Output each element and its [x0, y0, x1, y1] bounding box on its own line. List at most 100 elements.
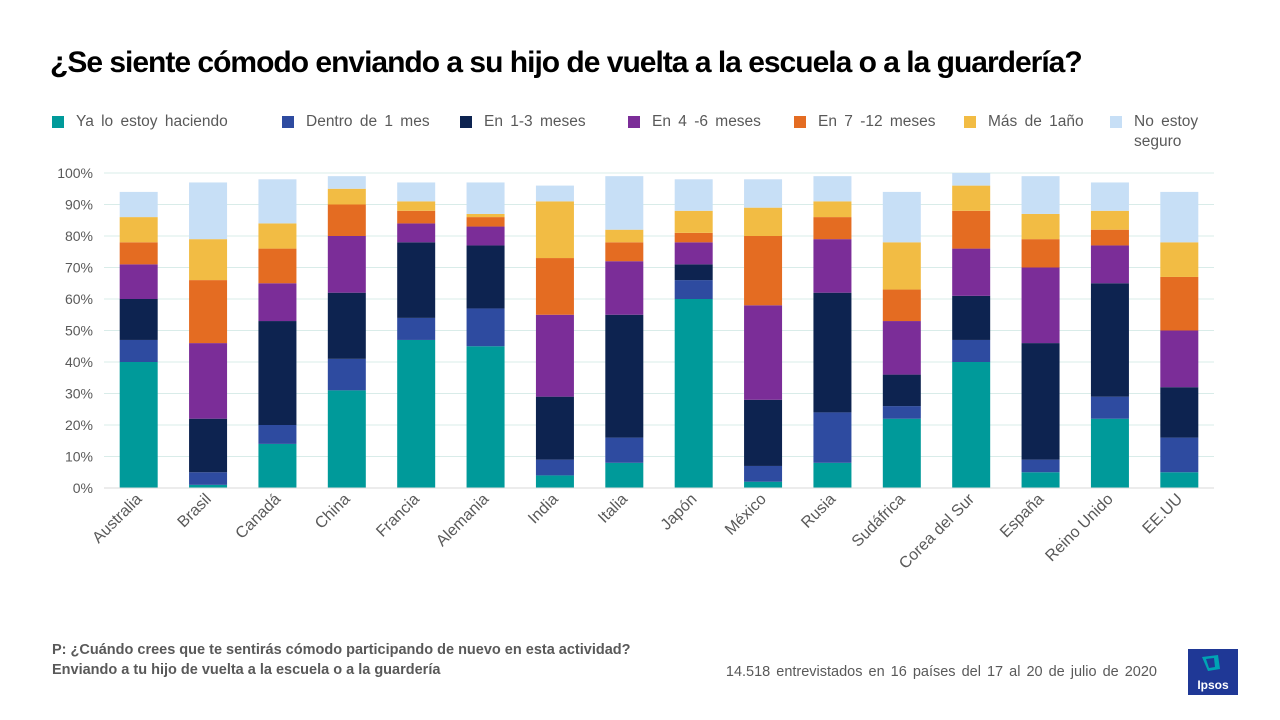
bar-segment: [882, 242, 921, 290]
bar-segment: [1021, 343, 1060, 460]
bar-segment: [397, 317, 436, 340]
bar-segment: [605, 314, 644, 438]
legend-swatch: [52, 116, 64, 128]
ipsos-logo-text: Ipsos: [1197, 678, 1229, 692]
stacked-bar-chart: 0% 10% 20% 30% 40% 50% 60% 70% 80% 90% 100% Austral…: [57, 165, 1214, 573]
bar-segment: [535, 185, 574, 202]
bar-segment: [952, 185, 991, 211]
bar-segment: [258, 248, 297, 284]
bar-segment: [397, 242, 436, 318]
ipsos-logo: Ipsos: [1188, 649, 1238, 695]
x-tick-label: Japón: [658, 491, 701, 534]
bar-segment: [327, 358, 366, 391]
bar-segment: [1090, 229, 1129, 246]
legend-item: En 4 -6 meses: [628, 112, 761, 132]
legend-label: En 1-3 meses: [484, 112, 586, 132]
bar-segment: [189, 239, 228, 281]
legend: Ya lo estoy haciendo Dentro de 1 mes En 1-…: [0, 112, 1280, 162]
bar-segment: [535, 314, 574, 397]
bar-segment: [882, 406, 921, 419]
bar-segment: [674, 299, 713, 488]
bar-segment: [466, 182, 505, 214]
bar-segment: [1090, 283, 1129, 397]
bar-segment: [1090, 396, 1129, 419]
x-tick-label: Sudáfrica: [849, 491, 909, 551]
bar-segment: [1021, 239, 1060, 268]
legend-item: No estoy seguro: [1110, 112, 1198, 152]
bar-segment: [1160, 242, 1199, 277]
legend-label-line: Dentro de 1 mes: [306, 113, 430, 130]
ipsos-logo-mark-icon: [1202, 655, 1220, 671]
sample-footnote: 14.518 entrevistados en 16 países del 17…: [725, 664, 1157, 680]
x-tick-label: España: [997, 491, 1047, 541]
legend-item: En 1-3 meses: [460, 112, 586, 132]
bar-segment: [119, 264, 158, 299]
bar-segment: [1090, 418, 1129, 488]
legend-item: En 7 -12 meses: [794, 112, 936, 132]
x-tick-label: Francia: [373, 491, 423, 541]
legend-swatch: [794, 116, 806, 128]
legend-label-line: No estoy: [1134, 113, 1199, 130]
bar-segment: [813, 292, 852, 413]
bar-segment: [189, 343, 228, 419]
y-tick-label: 90%: [65, 197, 93, 213]
bar-segment: [882, 374, 921, 407]
legend-label-line: En 4 -6 meses: [652, 113, 761, 130]
bar-segment: [397, 210, 436, 224]
legend-label: Más de 1año: [988, 112, 1084, 132]
bar-segment: [605, 229, 644, 243]
bar-segment: [535, 459, 574, 476]
legend-label: No estoy seguro: [1134, 112, 1198, 152]
bar-segment: [535, 396, 574, 460]
bar-segment: [535, 201, 574, 259]
bar-segment: [1160, 191, 1199, 243]
bar-segment: [952, 362, 991, 488]
bar-segment: [327, 188, 366, 205]
y-tick-label: 70%: [65, 260, 93, 276]
bar-segment: [189, 484, 228, 488]
bar-segment: [397, 201, 436, 211]
bar-segment: [119, 191, 158, 218]
bar-segment: [813, 176, 852, 202]
bar-segment: [1021, 472, 1060, 488]
x-tick-label: Brasil: [175, 491, 215, 531]
y-tick-label: 10%: [65, 449, 93, 465]
bar-segment: [882, 321, 921, 375]
y-tick-label: 20%: [65, 417, 93, 433]
bar-segment: [189, 280, 228, 344]
bar-segment: [1021, 267, 1060, 344]
bar-segment: [1160, 437, 1199, 473]
y-tick-label: 30%: [65, 386, 93, 402]
bar-segment: [1160, 387, 1199, 438]
bar-segment: [466, 226, 505, 246]
y-tick-label: 80%: [65, 228, 93, 244]
bar-segment: [952, 295, 991, 340]
x-tick-label: Canadá: [233, 491, 285, 543]
x-tick-label: Italia: [595, 491, 631, 527]
bar-segment: [605, 242, 644, 262]
bar-segment: [1090, 210, 1129, 230]
legend-swatch: [282, 116, 294, 128]
bar-segment: [813, 217, 852, 240]
bar-segment: [744, 465, 783, 482]
bar-segment: [952, 248, 991, 296]
question-line-2: Enviando a tu hijo de vuelta a la escuel…: [52, 662, 441, 678]
bar-segment: [466, 213, 505, 218]
bar-segment: [1090, 245, 1129, 284]
legend-label-line: Más de 1año: [988, 113, 1084, 130]
legend-label: Dentro de 1 mes: [306, 112, 430, 132]
legend-label-line: En 7 -12 meses: [818, 113, 936, 130]
bar-segment: [258, 443, 297, 488]
bar-segment: [327, 236, 366, 293]
y-tick-label: 50%: [65, 323, 93, 339]
bar-segment: [466, 346, 505, 488]
bar-segment: [1021, 176, 1060, 214]
bar-segment: [605, 261, 644, 315]
bar-segment: [258, 179, 297, 224]
bar-segment: [397, 223, 436, 243]
bar-segment: [744, 399, 783, 466]
bar-segment: [466, 217, 505, 227]
x-tick-label: México: [722, 491, 770, 539]
bar-segment: [1021, 213, 1060, 240]
bar-segment: [119, 217, 158, 243]
